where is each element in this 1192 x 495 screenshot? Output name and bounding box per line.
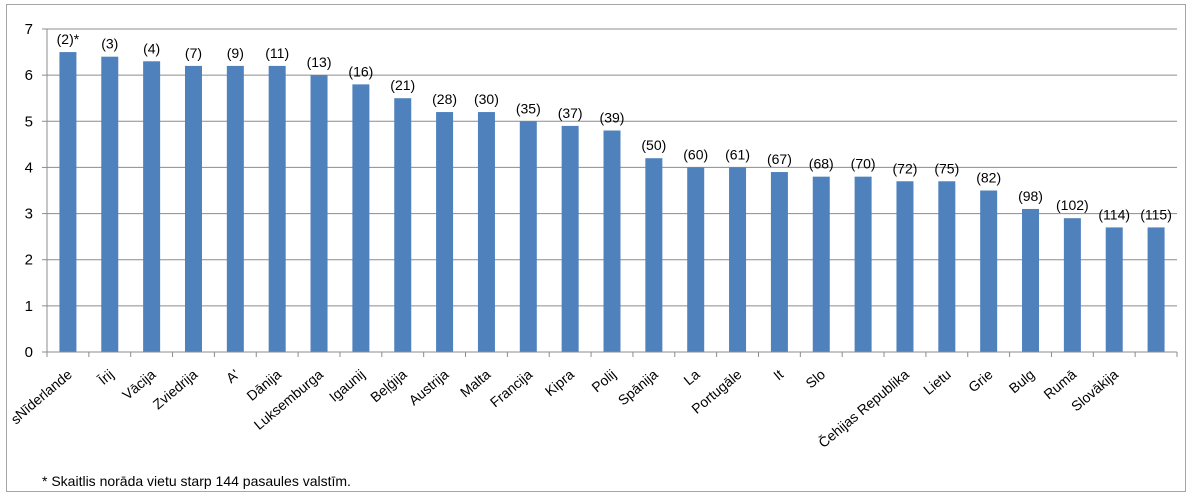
data-label: (102) xyxy=(1056,197,1089,213)
data-label: (70) xyxy=(851,156,876,172)
data-label: (75) xyxy=(934,160,959,176)
bar xyxy=(519,121,537,353)
bar xyxy=(561,125,579,353)
data-label: (16) xyxy=(348,63,373,79)
chart-frame xyxy=(6,4,1186,492)
data-label: (98) xyxy=(1018,188,1043,204)
data-label: (82) xyxy=(976,170,1001,186)
category-label: Beļģija xyxy=(367,366,410,405)
category-label: Bulg xyxy=(1006,366,1038,396)
x-axis xyxy=(42,28,1178,357)
y-tick-label: 0 xyxy=(25,344,33,361)
bar xyxy=(1022,208,1040,352)
y-axis-tick-labels: 0 1 2 3 4 5 6 7 xyxy=(25,21,33,361)
data-label: (61) xyxy=(725,146,750,162)
y-tick-label: 1 xyxy=(25,298,33,315)
data-label: (4) xyxy=(143,40,160,56)
category-label: A' xyxy=(223,366,242,386)
y-tick-label: 7 xyxy=(25,21,33,38)
bar xyxy=(310,75,328,353)
data-label: (9) xyxy=(227,45,244,61)
bar xyxy=(980,190,998,352)
data-label: (50) xyxy=(641,137,666,153)
category-label: Austrija xyxy=(405,366,451,408)
data-label: (37) xyxy=(558,105,583,121)
bar xyxy=(645,158,663,352)
bar xyxy=(352,84,370,352)
category-label: Spānija xyxy=(615,366,661,408)
bar xyxy=(477,112,495,352)
data-label: (39) xyxy=(600,110,625,126)
bar xyxy=(687,167,705,352)
category-label: Nīderlande xyxy=(12,366,75,422)
bar xyxy=(1105,227,1123,352)
data-label: (13) xyxy=(307,54,332,70)
bar xyxy=(436,112,454,352)
category-label: Zviedrija xyxy=(150,366,201,412)
bar xyxy=(1147,227,1165,352)
bar xyxy=(184,65,202,353)
category-label: Īrij xyxy=(95,366,117,388)
bar xyxy=(854,176,872,352)
y-tick-label: 2 xyxy=(25,252,33,269)
bar xyxy=(101,56,119,352)
data-label: (11) xyxy=(265,45,289,61)
data-label: (21) xyxy=(390,77,415,93)
bar xyxy=(268,65,286,353)
y-tick-label: 4 xyxy=(25,159,33,176)
bars xyxy=(59,52,1165,353)
y-tick-label: 3 xyxy=(25,206,33,223)
data-label: (2)* xyxy=(57,31,80,47)
data-label: (68) xyxy=(809,156,834,172)
data-label: (72) xyxy=(893,160,918,176)
category-label: Francija xyxy=(487,366,536,410)
bar xyxy=(1063,218,1081,352)
data-label: (3) xyxy=(101,36,118,52)
bar xyxy=(938,181,956,352)
data-label: (30) xyxy=(474,91,499,107)
data-label: (114) xyxy=(1098,206,1130,222)
category-label: Slovākija xyxy=(1068,366,1121,414)
category-label: Igaunij xyxy=(326,366,368,405)
y-tick-label: 6 xyxy=(25,67,33,84)
bar xyxy=(59,52,77,352)
bar xyxy=(812,176,830,352)
data-label: (35) xyxy=(516,100,541,116)
data-label: (115) xyxy=(1140,206,1172,222)
data-label: (60) xyxy=(683,146,708,162)
category-label: La xyxy=(680,366,702,388)
data-label: (67) xyxy=(767,151,792,167)
category-label: Lietu xyxy=(920,366,954,398)
category-label: Malta xyxy=(457,366,494,400)
bar xyxy=(394,98,412,352)
category-label: Slo xyxy=(802,366,828,391)
category-label: It xyxy=(770,366,786,383)
data-label: (7) xyxy=(185,45,202,61)
bar xyxy=(896,181,914,352)
category-label: Polij xyxy=(588,366,619,395)
data-labels: (2)* (3) (4) (7) (9) (11) (13) (16) (21) (28) (30)… xyxy=(57,31,1172,222)
bar xyxy=(226,65,244,353)
y-tick-label: 5 xyxy=(25,113,33,130)
category-label: Čehijas Republika xyxy=(815,366,912,451)
category-label: Grie xyxy=(965,366,996,395)
data-label: (28) xyxy=(432,91,457,107)
bar xyxy=(770,172,788,352)
footnote: * Skaitlis norāda vietu starp 144 pasaul… xyxy=(42,473,351,489)
bar xyxy=(603,130,621,352)
bar xyxy=(143,61,161,353)
bar xyxy=(729,167,747,352)
category-label: Kipra xyxy=(542,366,577,399)
